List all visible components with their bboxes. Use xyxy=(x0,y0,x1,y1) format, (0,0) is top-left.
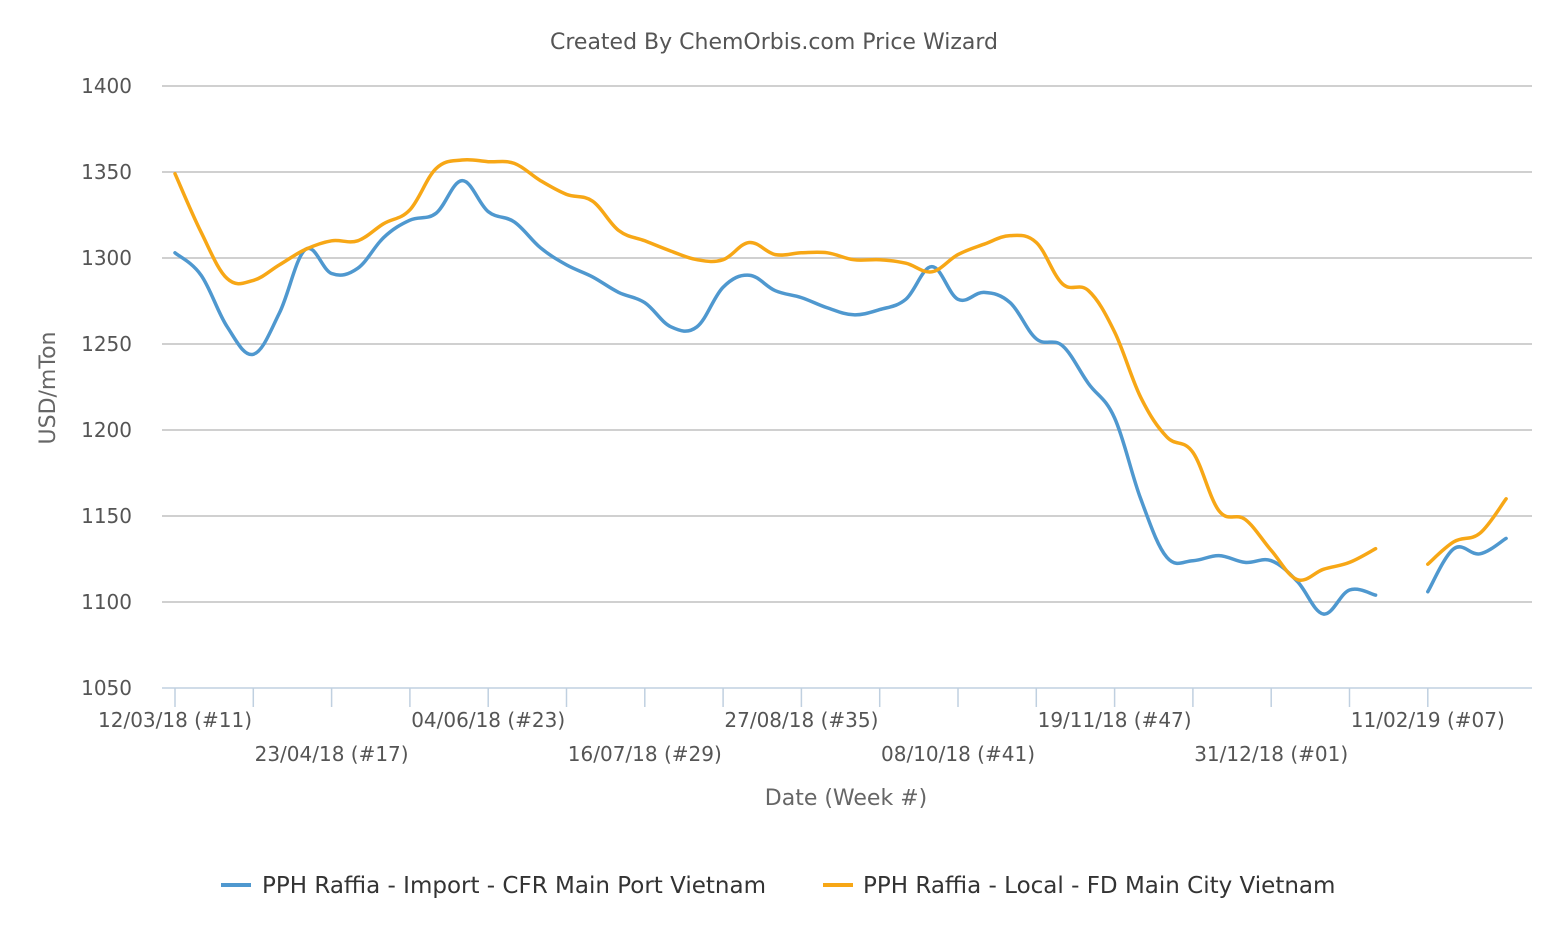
x-tick-label: 23/04/18 (#17) xyxy=(255,742,409,766)
y-tick-label-1100: 1100 xyxy=(81,590,132,614)
y-axis-ticks: 1050 1100 1150 1200 1250 1300 1350 1400 xyxy=(81,74,132,700)
x-tick-label: 11/02/19 (#07) xyxy=(1351,708,1505,732)
series-line-import-segment-1 xyxy=(173,178,1378,616)
x-tick-label: 16/07/18 (#29) xyxy=(568,742,722,766)
x-tick-label: 27/08/18 (#35) xyxy=(724,708,878,732)
y-tick-label-1250: 1250 xyxy=(81,332,132,356)
x-tick-label: 31/12/18 (#01) xyxy=(1194,742,1348,766)
series-lines xyxy=(173,157,1508,616)
x-tick-label: 08/10/18 (#41) xyxy=(881,742,1035,766)
x-tick-label: 19/11/18 (#47) xyxy=(1038,708,1192,732)
legend-label-import: PPH Raffia - Import - CFR Main Port Viet… xyxy=(262,873,766,899)
y-axis-title: USD/mTon xyxy=(36,332,61,445)
x-axis-ticks: 12/03/18 (#11)23/04/18 (#17)04/06/18 (#2… xyxy=(98,688,1505,766)
y-tick-label-1200: 1200 xyxy=(81,418,132,442)
y-tick-label-1350: 1350 xyxy=(81,160,132,184)
x-axis-title: Date (Week #) xyxy=(765,786,927,811)
y-tick-label-1150: 1150 xyxy=(81,504,132,528)
legend-item-local[interactable]: PPH Raffia - Local - FD Main City Vietna… xyxy=(823,873,1335,899)
legend-label-local: PPH Raffia - Local - FD Main City Vietna… xyxy=(863,873,1335,899)
y-tick-label-1300: 1300 xyxy=(81,246,132,270)
x-tick-label: 12/03/18 (#11) xyxy=(98,708,252,732)
x-tick-label: 04/06/18 (#23) xyxy=(411,708,565,732)
legend: PPH Raffia - Import - CFR Main Port Viet… xyxy=(221,873,1335,899)
y-tick-label-1050: 1050 xyxy=(81,676,132,700)
y-tick-label-1400: 1400 xyxy=(81,74,132,98)
series-line-local-segment-1 xyxy=(173,157,1378,582)
grid-lines xyxy=(162,85,1532,603)
series-line-import-segment-2 xyxy=(1426,536,1508,594)
series-line-local-segment-2 xyxy=(1426,497,1508,566)
chart-title: Created By ChemOrbis.com Price Wizard xyxy=(550,30,998,55)
legend-item-import[interactable]: PPH Raffia - Import - CFR Main Port Viet… xyxy=(221,873,766,899)
